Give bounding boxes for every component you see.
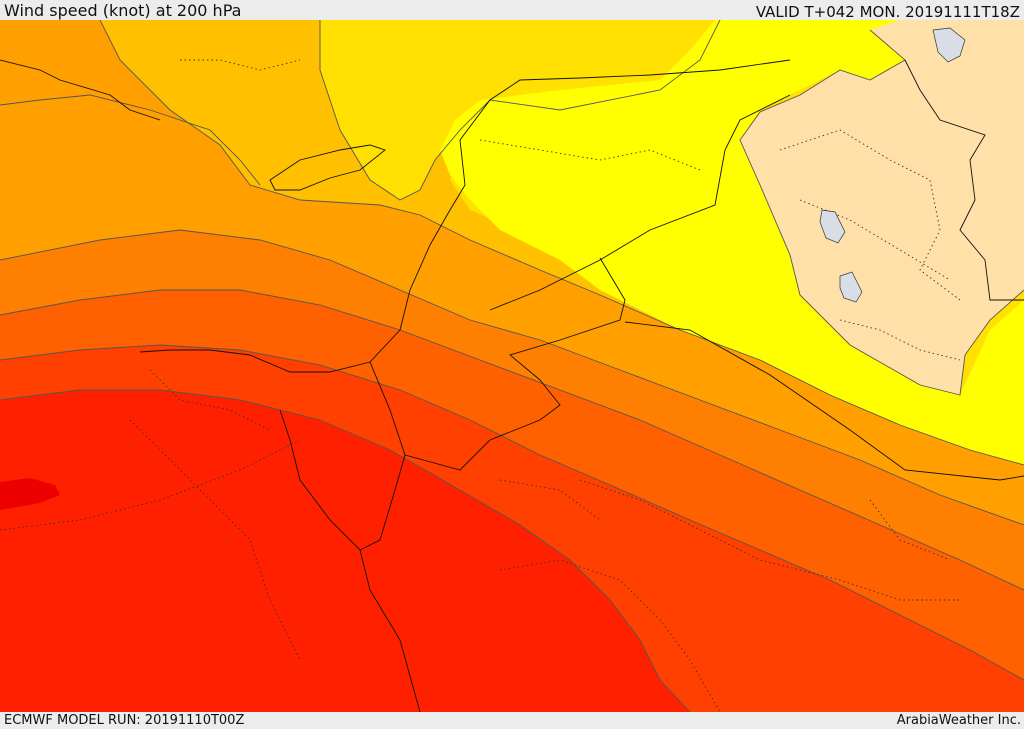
map-title: Wind speed (knot) at 200 hPa [4,1,242,20]
valid-time: VALID T+042 MON. 20191111T18Z [755,3,1020,21]
isotachs [0,20,1024,712]
band-11 [0,478,60,510]
footer-bar: ECMWF MODEL RUN: 20191110T00Z ArabiaWeat… [0,712,1024,729]
borders [0,59,1024,712]
provinces [0,59,961,712]
credit-label: ArabiaWeather Inc. [896,713,1021,728]
lake [819,209,846,244]
lakes [819,27,966,303]
lake [932,27,966,63]
model-run-label: ECMWF MODEL RUN: 20191110T00Z [4,713,245,728]
lake [839,271,863,303]
band-5 [740,20,1024,395]
band-10 [0,390,690,712]
band-4 [440,20,1024,480]
header-bar: Wind speed (knot) at 200 hPa VALID T+042… [0,0,1024,20]
band-2 [320,20,720,200]
wind-speed-map[interactable] [0,20,1024,712]
